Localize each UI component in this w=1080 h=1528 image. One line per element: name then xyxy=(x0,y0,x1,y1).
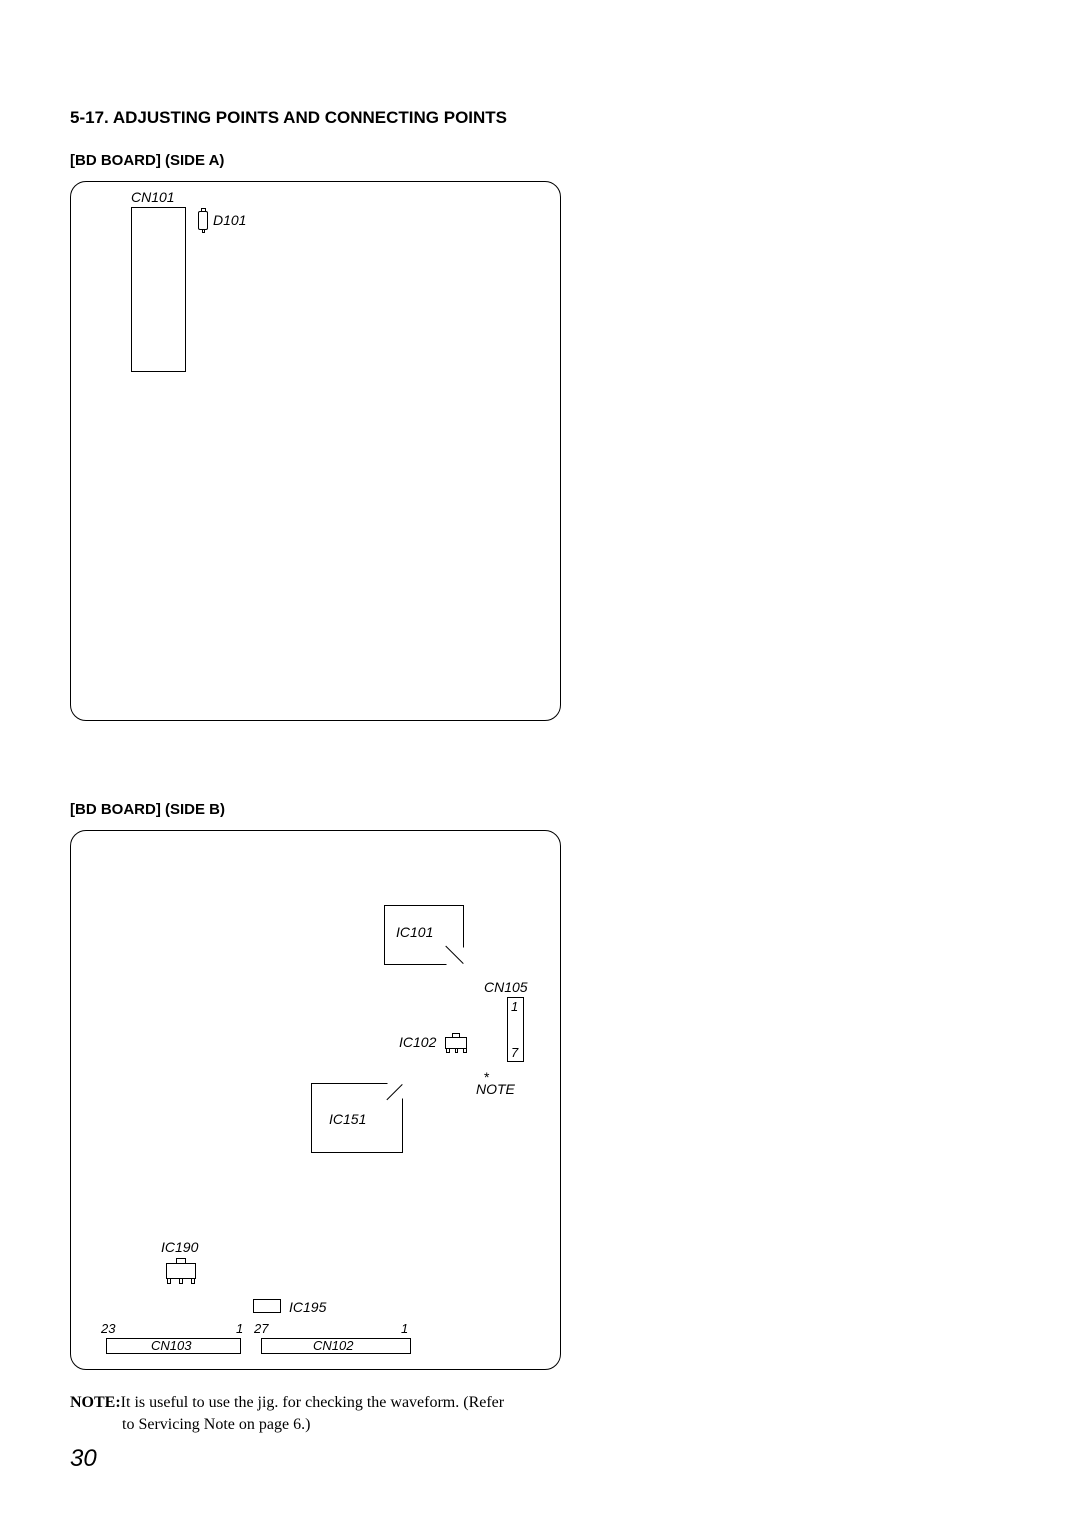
d101-label: D101 xyxy=(213,212,246,228)
cn105-label: CN105 xyxy=(484,979,528,995)
cn102-label: CN102 xyxy=(313,1338,353,1353)
ic195-label: IC195 xyxy=(289,1299,326,1315)
ic190-label: IC190 xyxy=(161,1239,198,1255)
d101-top-notch xyxy=(201,208,206,211)
cn105-pin7: 7 xyxy=(511,1045,518,1060)
ic190-leg2 xyxy=(179,1279,183,1284)
ic101-label: IC101 xyxy=(396,924,433,940)
page-number: 30 xyxy=(70,1445,97,1473)
ic190-top xyxy=(176,1258,186,1263)
ic102-leg2 xyxy=(455,1049,459,1053)
cn101-label: CN101 xyxy=(131,189,175,205)
ic190-leg1 xyxy=(167,1279,171,1284)
cn102-pin1: 1 xyxy=(401,1321,408,1336)
ic190-rect xyxy=(166,1263,196,1279)
side-a-title: [BD BOARD] (SIDE A) xyxy=(70,152,1010,169)
page-content: 5-17. ADJUSTING POINTS AND CONNECTING PO… xyxy=(70,108,1010,1435)
ic102-top xyxy=(452,1033,460,1037)
cn101-rect xyxy=(131,207,186,372)
d101-bot-notch xyxy=(202,230,205,233)
cn103-pin23: 23 xyxy=(101,1321,115,1336)
note-marker-label: NOTE xyxy=(476,1081,515,1097)
cn103-pin1: 1 xyxy=(236,1321,243,1336)
note-text2: to Servicing Note on page 6.) xyxy=(122,1416,310,1433)
section-title: 5-17. ADJUSTING POINTS AND CONNECTING PO… xyxy=(70,108,1010,128)
ic151-label: IC151 xyxy=(329,1111,366,1127)
cn103-label: CN103 xyxy=(151,1338,191,1353)
ic102-label: IC102 xyxy=(399,1034,436,1050)
d101-shape xyxy=(198,211,208,230)
ic195-rect xyxy=(253,1299,281,1313)
ic190-leg3 xyxy=(191,1279,195,1284)
ic102-leg1 xyxy=(446,1049,450,1053)
note-paragraph: NOTE:It is useful to use the jig. for ch… xyxy=(70,1392,630,1435)
board-a: CN101 D101 xyxy=(70,181,561,721)
ic102-leg3 xyxy=(463,1049,467,1053)
cn102-pin27: 27 xyxy=(254,1321,268,1336)
board-b: IC101 CN105 1 7 IC102 * NOTE IC151 IC190 xyxy=(70,830,561,1370)
cn105-pin1: 1 xyxy=(511,999,518,1014)
note-label: NOTE: xyxy=(70,1394,121,1411)
ic102-rect xyxy=(445,1037,467,1049)
side-b-title: [BD BOARD] (SIDE B) xyxy=(70,801,1010,818)
note-text1: It is useful to use the jig. for checkin… xyxy=(121,1394,504,1411)
